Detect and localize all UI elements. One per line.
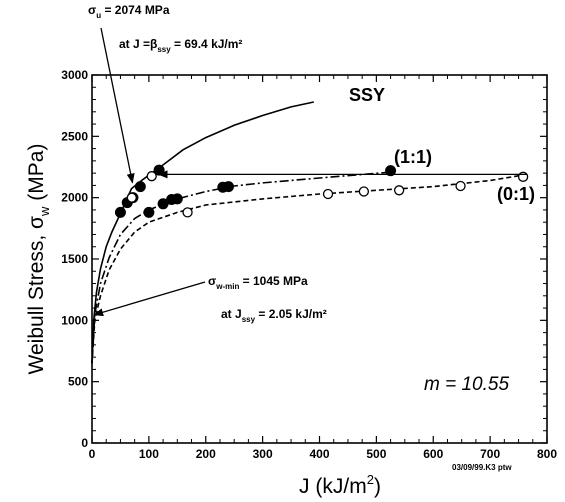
x-tick-label: 200 — [196, 447, 216, 461]
series-points — [114, 164, 529, 218]
x-tick-label: 500 — [366, 447, 386, 461]
y-axis-title: Weibull Stress, σw (MPa) — [25, 144, 52, 375]
x-tick-label: 700 — [480, 447, 500, 461]
series-label-1-1: (1:1) — [394, 147, 432, 167]
data-point-filled-ssy — [134, 181, 146, 193]
y-tick-label: 0 — [81, 436, 88, 450]
series-line-0-1 — [91, 173, 528, 364]
series-label-0-1: (0:1) — [497, 184, 535, 204]
series-label-ssy: SSY — [349, 85, 385, 105]
axis-ticks — [91, 74, 548, 444]
arrow-to-sigma-u — [100, 27, 135, 184]
x-tick-label: 0 — [89, 447, 96, 461]
x-tick-label: 600 — [423, 447, 443, 461]
y-tick-label: 1000 — [61, 313, 88, 327]
series-line-ssy — [91, 101, 314, 364]
data-point-filled-1-1 — [385, 165, 397, 177]
x-tick-label: 100 — [139, 447, 159, 461]
annotation-sigma-wmin: σw-min = 1045 MPa — [208, 274, 308, 291]
data-point-open-ssy — [126, 192, 137, 203]
y-tick-label: 500 — [68, 375, 88, 389]
y-tick-label: 2000 — [61, 191, 88, 205]
x-tick-label: 800 — [537, 447, 557, 461]
data-point-filled-1-1 — [143, 206, 155, 218]
data-point-open-ssy — [146, 171, 157, 182]
series-curves — [91, 101, 528, 364]
annotation-sigma-wmin-condition: at Jssy = 2.05 kJ/m² — [221, 307, 327, 324]
data-point-filled-1-1 — [223, 181, 234, 193]
data-point-filled-1-1 — [157, 198, 169, 210]
x-tick-label: 300 — [253, 447, 273, 461]
figure-stamp: 03/09/99.K3 ptw — [452, 463, 512, 472]
arrow-to-sigma-wmin — [93, 281, 206, 317]
data-point-open-0-1 — [455, 180, 466, 192]
annotation-sigma-u-condition: at J =βssy = 69.4 kJ/m² — [119, 37, 242, 54]
tick-labels: 0 100 200 300 400 500 600 700 800 0 500 1000 1500 200… — [61, 68, 557, 461]
data-point-open-0-1 — [517, 171, 529, 182]
data-point-filled-ssy — [114, 206, 126, 218]
y-tick-label: 3000 — [61, 68, 88, 82]
weibull-modulus-label: m = 10.55 — [424, 374, 509, 395]
data-point-open-0-1 — [393, 185, 405, 196]
annotation-sigma-u: σu = 2074 MPa — [88, 3, 170, 20]
data-point-open-0-1 — [358, 186, 370, 197]
y-tick-label: 1500 — [61, 252, 88, 266]
annotation-arrows — [93, 27, 528, 317]
x-axis-title: J (kJ/m2) — [299, 472, 381, 498]
data-point-filled-1-1 — [171, 193, 183, 205]
data-point-open-0-1 — [322, 188, 334, 200]
y-tick-label: 2500 — [61, 129, 88, 143]
x-tick-label: 400 — [309, 447, 329, 461]
data-point-open-0-1 — [182, 207, 193, 218]
